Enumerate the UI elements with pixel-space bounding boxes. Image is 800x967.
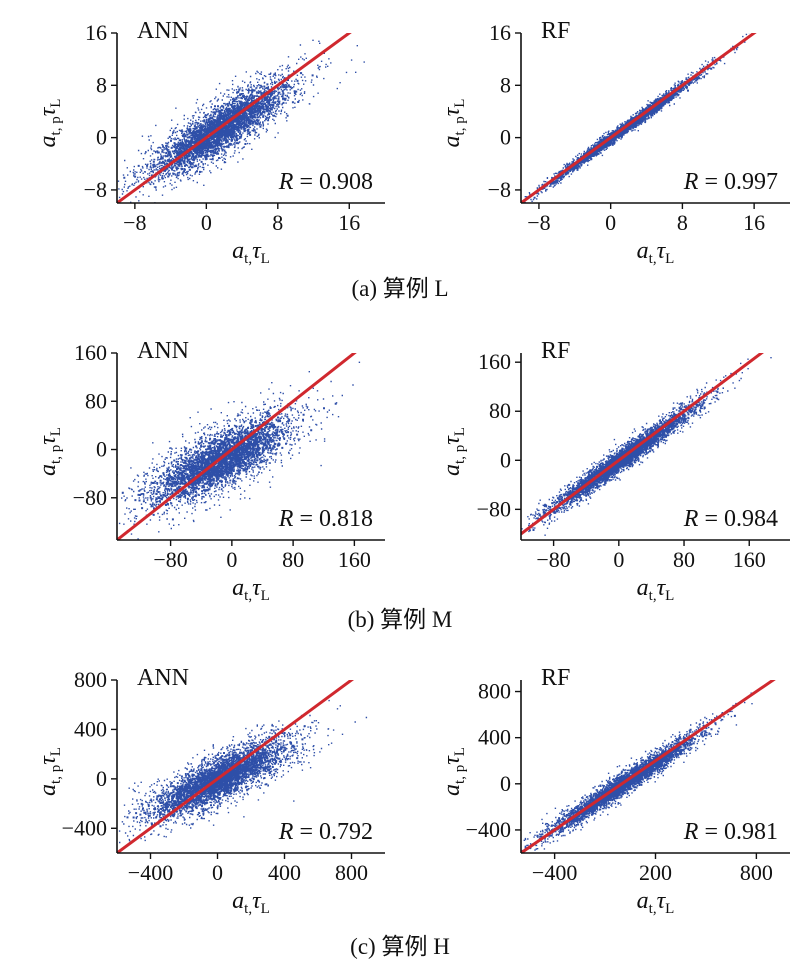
y-axis-label: at, pτL xyxy=(35,427,64,476)
x-tick-label: 800 xyxy=(740,860,773,885)
y-tick-label: 16 xyxy=(85,20,107,45)
x-axis-label: at,τL xyxy=(637,888,675,917)
panel-title: ANN xyxy=(137,338,189,364)
caption-c: (c) 算例 H xyxy=(350,934,450,959)
r-value-label: R = 0.908 xyxy=(278,169,373,195)
x-tick-label: 200 xyxy=(639,860,672,885)
scatter-points xyxy=(521,357,772,536)
x-tick-label: −400 xyxy=(532,860,577,885)
y-axis-label: at, pτL xyxy=(439,747,468,796)
y-tick-label: −400 xyxy=(466,817,511,842)
panel-title: RF xyxy=(541,18,570,44)
y-tick-label: 800 xyxy=(74,667,107,692)
x-tick-label: −8 xyxy=(527,210,550,235)
r-value-label: R = 0.818 xyxy=(278,506,373,532)
x-tick-label: 0 xyxy=(605,210,616,235)
x-axis-label: at,τL xyxy=(637,575,675,604)
scatter-point-core xyxy=(123,72,314,180)
x-tick-label: 16 xyxy=(338,210,360,235)
scatter-point-core xyxy=(528,391,719,532)
scatter-point-core xyxy=(126,725,306,828)
x-tick-label: 800 xyxy=(335,860,368,885)
scatter-point-cloud xyxy=(117,39,365,203)
y-tick-label: 800 xyxy=(478,679,511,704)
x-tick-label: 400 xyxy=(268,860,301,885)
r-value-label: R = 0.792 xyxy=(278,819,373,845)
x-tick-label: −80 xyxy=(536,547,570,572)
r-value-label: R = 0.984 xyxy=(683,506,778,532)
y-tick-label: −8 xyxy=(488,177,511,202)
x-tick-label: 160 xyxy=(338,547,371,572)
x-tick-label: 0 xyxy=(201,210,212,235)
x-tick-label: 8 xyxy=(272,210,283,235)
x-tick-label: 80 xyxy=(673,547,695,572)
x-tick-label: 0 xyxy=(226,547,237,572)
r-value-label: R = 0.997 xyxy=(683,169,778,195)
identity-line xyxy=(117,680,355,853)
y-tick-label: 80 xyxy=(489,398,511,423)
panel-title: ANN xyxy=(137,18,189,44)
y-tick-label: 160 xyxy=(478,349,511,374)
y-axis-label: at, pτL xyxy=(35,747,64,796)
caption-a: (a) 算例 L xyxy=(351,276,448,301)
x-tick-label: 8 xyxy=(677,210,688,235)
y-tick-label: −80 xyxy=(73,485,107,510)
identity-line xyxy=(521,680,776,853)
x-tick-label: 80 xyxy=(282,547,304,572)
y-tick-label: 8 xyxy=(96,72,107,97)
identity-line xyxy=(117,353,357,540)
x-axis-label: at,τL xyxy=(232,238,270,267)
chart-panel-3: −80 0 80 160 −80 0 80 160 ANN R = 0.818 at,τL at, p… xyxy=(35,338,385,604)
y-axis-label: at, pτL xyxy=(439,427,468,476)
y-tick-label: −80 xyxy=(477,496,511,521)
x-axis-label: at,τL xyxy=(637,238,675,267)
y-tick-label: 0 xyxy=(500,447,511,472)
x-tick-label: −80 xyxy=(153,547,187,572)
y-tick-label: −8 xyxy=(84,177,107,202)
x-axis-label: at,τL xyxy=(232,575,270,604)
y-tick-label: 0 xyxy=(500,771,511,796)
x-tick-label: 0 xyxy=(613,547,624,572)
y-tick-label: 160 xyxy=(74,340,107,365)
chart-panel-2: −8 0 8 16 −8 0 8 16 RF R = 0.997 at,τL at, pτL xyxy=(439,18,790,267)
x-tick-label: −8 xyxy=(123,210,146,235)
x-tick-label: −400 xyxy=(128,860,173,885)
r-value-label: R = 0.981 xyxy=(683,819,778,845)
scatter-points xyxy=(117,361,361,540)
panel-title: ANN xyxy=(137,665,189,691)
chart-panel-1: −8 0 8 16 −8 0 8 16 ANN R = 0.908 at,τL at, pτL xyxy=(35,18,385,267)
x-tick-label: 0 xyxy=(212,860,223,885)
panel-title: RF xyxy=(541,338,570,364)
scatter-points xyxy=(117,39,365,203)
y-tick-label: 0 xyxy=(96,125,107,150)
y-axis-label: at, pτL xyxy=(439,99,468,148)
y-tick-label: 16 xyxy=(489,20,511,45)
y-tick-label: −400 xyxy=(62,815,107,840)
identity-line xyxy=(521,353,764,536)
y-tick-label: 400 xyxy=(478,725,511,750)
chart-panel-6: −400 200 800 −400 0 400 800 RF R = 0.981 at,τL at,… xyxy=(439,665,790,917)
y-tick-label: 8 xyxy=(500,72,511,97)
identity-line xyxy=(117,33,352,203)
x-tick-label: 16 xyxy=(743,210,765,235)
x-axis-label: at,τL xyxy=(232,888,270,917)
scatter-point-core xyxy=(121,402,337,521)
y-tick-label: 400 xyxy=(74,716,107,741)
y-tick-label: 80 xyxy=(85,388,107,413)
y-tick-label: 0 xyxy=(96,437,107,462)
x-tick-label: 160 xyxy=(733,547,766,572)
chart-panel-4: −80 0 80 160 −80 0 80 160 RF R = 0.984 at,τL at, pτ… xyxy=(439,338,790,604)
caption-b: (b) 算例 M xyxy=(348,607,453,632)
y-axis-label: at, pτL xyxy=(35,99,64,148)
identity-line xyxy=(521,33,757,203)
y-tick-label: 0 xyxy=(500,125,511,150)
chart-panel-5: −400 0 400 800 −400 0 400 800 ANN R = 0.792 at,τL a… xyxy=(35,665,385,917)
y-tick-label: 0 xyxy=(96,766,107,791)
panel-title: RF xyxy=(541,665,570,691)
